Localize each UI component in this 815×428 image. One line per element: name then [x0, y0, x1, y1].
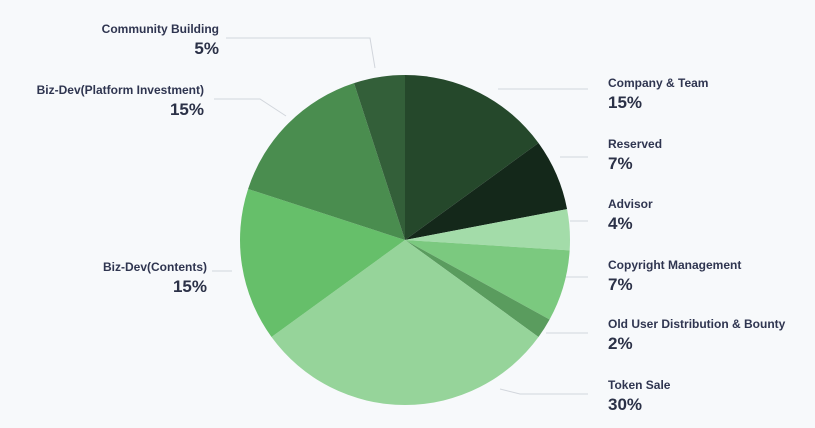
- slice-label-text: Copyright Management: [608, 258, 742, 272]
- label-reserved: Reserved 7%: [608, 138, 662, 172]
- slice-value-text: 5%: [194, 39, 219, 58]
- label-advisor: Advisor 4%: [608, 198, 653, 232]
- slice-value-text: 30%: [608, 395, 643, 414]
- label-copyright-management: Copyright Management 7%: [608, 259, 741, 293]
- slice-value-text: 2%: [608, 334, 633, 353]
- slice-label-text: Token Sale: [608, 378, 671, 392]
- slice-label-text: Old User Distribution & Bounty: [608, 317, 786, 331]
- leader-line-token-sale: [499, 388, 588, 395]
- label-biz-dev-contents: Biz-Dev(Contents) 15%: [103, 261, 207, 295]
- slice-value-text: 15%: [608, 93, 643, 112]
- pie-slice-copyright-management: [405, 240, 570, 320]
- slice-value-text: 4%: [608, 214, 633, 233]
- leader-line-biz-dev-platform-investment: [214, 98, 287, 117]
- pie-slice-old-user-distribution-bounty: [405, 240, 550, 337]
- leader-line-community-building: [226, 37, 376, 69]
- label-company-team: Company & Team 15%: [608, 77, 708, 111]
- slice-value-text: 15%: [172, 277, 207, 296]
- slice-label-text: Community Building: [101, 22, 219, 36]
- slice-label-text: Advisor: [608, 197, 653, 211]
- pie-slice-community-building: [354, 75, 405, 240]
- slice-value-text: 7%: [608, 275, 633, 294]
- pie-slice-biz-dev-contents: [240, 189, 405, 337]
- slice-label-text: Biz-Dev(Platform Investment): [36, 83, 204, 97]
- pie-slice-biz-dev-platform-investment: [248, 83, 405, 240]
- pie-slice-reserved: [405, 143, 568, 240]
- label-old-user-distribution: Old User Distribution & Bounty 2%: [608, 318, 785, 352]
- slice-value-text: 7%: [608, 154, 633, 173]
- slice-label-text: Biz-Dev(Contents): [103, 260, 207, 274]
- pie-slice-company-team: [405, 75, 539, 240]
- slice-value-text: 15%: [169, 100, 204, 119]
- slice-label-text: Company & Team: [608, 76, 709, 90]
- pie-slice-token-sale: [271, 240, 539, 405]
- label-biz-dev-platform: Biz-Dev(Platform Investment) 15%: [37, 84, 204, 118]
- slice-label-text: Reserved: [608, 137, 663, 151]
- pie-slice-advisor: [405, 209, 570, 251]
- label-community-building: Community Building 5%: [102, 23, 219, 57]
- label-token-sale: Token Sale 30%: [608, 379, 670, 413]
